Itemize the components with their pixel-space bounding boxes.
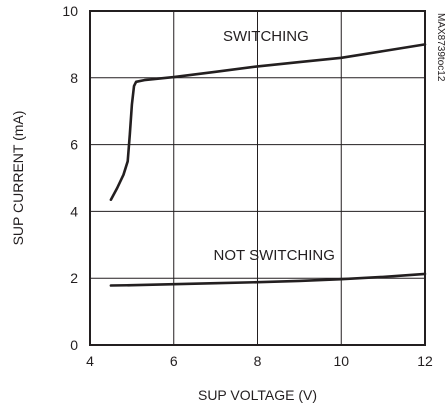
y-axis-label: SUP CURRENT (mA)	[10, 111, 26, 246]
x-tick-label: 10	[333, 353, 349, 369]
x-tick-label: 4	[86, 353, 94, 369]
figure-id: MAX8739toc12	[435, 13, 446, 82]
series-line-not-switching	[111, 274, 425, 286]
y-tick-label: 2	[70, 270, 78, 286]
series-line-switching	[111, 44, 425, 199]
x-axis-label: SUP VOLTAGE (V)	[198, 387, 317, 403]
annotation-label: NOT SWITCHING	[214, 247, 335, 264]
y-tick-label: 0	[70, 337, 78, 353]
y-tick-label: 6	[70, 137, 78, 153]
y-tick-label: 8	[70, 70, 78, 86]
annotation-label: SWITCHING	[223, 28, 309, 45]
y-tick-label: 10	[62, 3, 78, 19]
grid	[90, 11, 425, 345]
y-tick-label: 4	[70, 203, 78, 219]
x-tick-label: 12	[417, 353, 433, 369]
x-tick-label: 6	[170, 353, 178, 369]
x-tick-label: 8	[254, 353, 262, 369]
